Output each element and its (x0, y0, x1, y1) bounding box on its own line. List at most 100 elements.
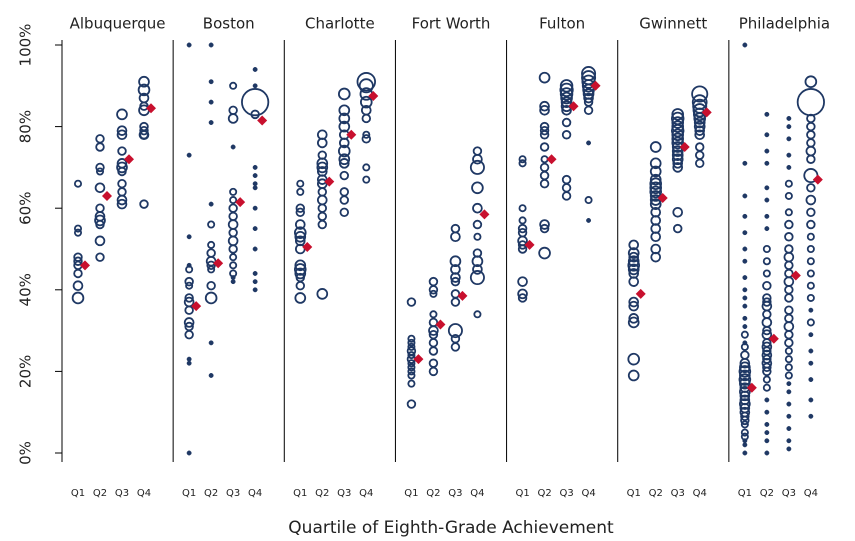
bubble (296, 179, 305, 188)
bubble (808, 307, 814, 313)
bubble (227, 219, 239, 230)
x-tick-label: Q2 (426, 488, 440, 499)
bubble (786, 389, 792, 395)
bubble (339, 207, 349, 217)
bubble (539, 162, 550, 173)
bubble (693, 116, 706, 129)
bubble (627, 369, 640, 382)
x-tick-label: Q1 (515, 488, 529, 499)
bubble (693, 112, 707, 125)
bubble (538, 71, 551, 84)
bubble (739, 390, 751, 402)
bubble (806, 121, 816, 132)
bubble (206, 248, 216, 258)
bubble (805, 194, 817, 206)
bubble (406, 297, 417, 307)
bubble (586, 217, 592, 223)
bubble (539, 219, 550, 230)
bubble (117, 179, 127, 189)
bubble (252, 205, 258, 211)
bubble (742, 213, 748, 219)
bubble (561, 104, 572, 116)
bubble (742, 275, 748, 281)
bubble (316, 194, 328, 206)
bubble (95, 162, 105, 173)
bubble (742, 450, 748, 456)
bubble (649, 177, 663, 191)
bubble (539, 142, 550, 152)
x-tick-label: Q2 (537, 488, 551, 499)
bubble (762, 297, 772, 307)
x-tick-label: Q1 (738, 488, 752, 499)
bubble (650, 251, 662, 263)
bubble (808, 377, 814, 383)
bubble (649, 157, 662, 170)
bubble (429, 289, 438, 298)
bubble (517, 276, 528, 287)
bubble (808, 397, 814, 403)
bubble (229, 196, 238, 205)
bubble (407, 379, 416, 388)
mean-marker (746, 382, 757, 393)
bubble (672, 158, 684, 169)
bubble (783, 251, 795, 263)
bubble (139, 130, 149, 140)
bubble (207, 265, 216, 274)
bubble (583, 105, 594, 115)
bubble (672, 162, 684, 173)
bubble (94, 235, 106, 247)
x-tick-label: Q3 (782, 488, 796, 499)
bubble (229, 253, 238, 262)
bubble (428, 346, 439, 356)
bubble (95, 142, 105, 152)
bubble (784, 329, 794, 340)
x-tick-label: Q4 (470, 488, 484, 499)
bubble (539, 179, 550, 189)
x-tick-label: Q1 (71, 488, 85, 499)
bubble (116, 198, 128, 210)
mean-marker (679, 142, 690, 152)
bubble (337, 144, 351, 158)
bubble (359, 95, 373, 109)
bubble (764, 430, 770, 436)
bubble (406, 399, 417, 409)
bubble (539, 104, 550, 116)
bubble (764, 132, 770, 138)
bubble (806, 257, 815, 266)
bubble (784, 208, 793, 217)
mean-marker (657, 193, 668, 203)
bubble (806, 232, 815, 241)
bubble (184, 305, 194, 315)
bubble (560, 96, 573, 108)
x-tick-label: Q3 (226, 488, 240, 499)
x-tick-label: Q2 (649, 488, 663, 499)
bubble (294, 230, 307, 243)
bubble (673, 223, 683, 234)
bubble (339, 170, 349, 181)
bubble (761, 317, 773, 328)
bubble (784, 346, 793, 356)
x-tick-label: Q3 (115, 488, 129, 499)
x-tick-label: Q3 (337, 488, 351, 499)
bubble (230, 275, 236, 281)
bubble (584, 196, 593, 205)
bubble (295, 281, 305, 291)
bubble (628, 296, 640, 308)
bubble (137, 83, 151, 97)
bubble (805, 145, 817, 157)
bubble (407, 351, 416, 360)
bubble (742, 230, 748, 236)
bubble (139, 199, 149, 209)
bubble (294, 259, 307, 272)
bubble (316, 137, 328, 149)
panel-title: Philadelphia (739, 15, 830, 33)
bubble (764, 409, 770, 415)
bubble (786, 438, 792, 444)
mean-marker (257, 115, 268, 126)
bubble (358, 78, 374, 94)
bubble (806, 183, 816, 193)
bubble (428, 366, 439, 377)
bubble (561, 191, 572, 201)
x-tick-label: Q2 (93, 488, 107, 499)
bubble (473, 310, 482, 319)
